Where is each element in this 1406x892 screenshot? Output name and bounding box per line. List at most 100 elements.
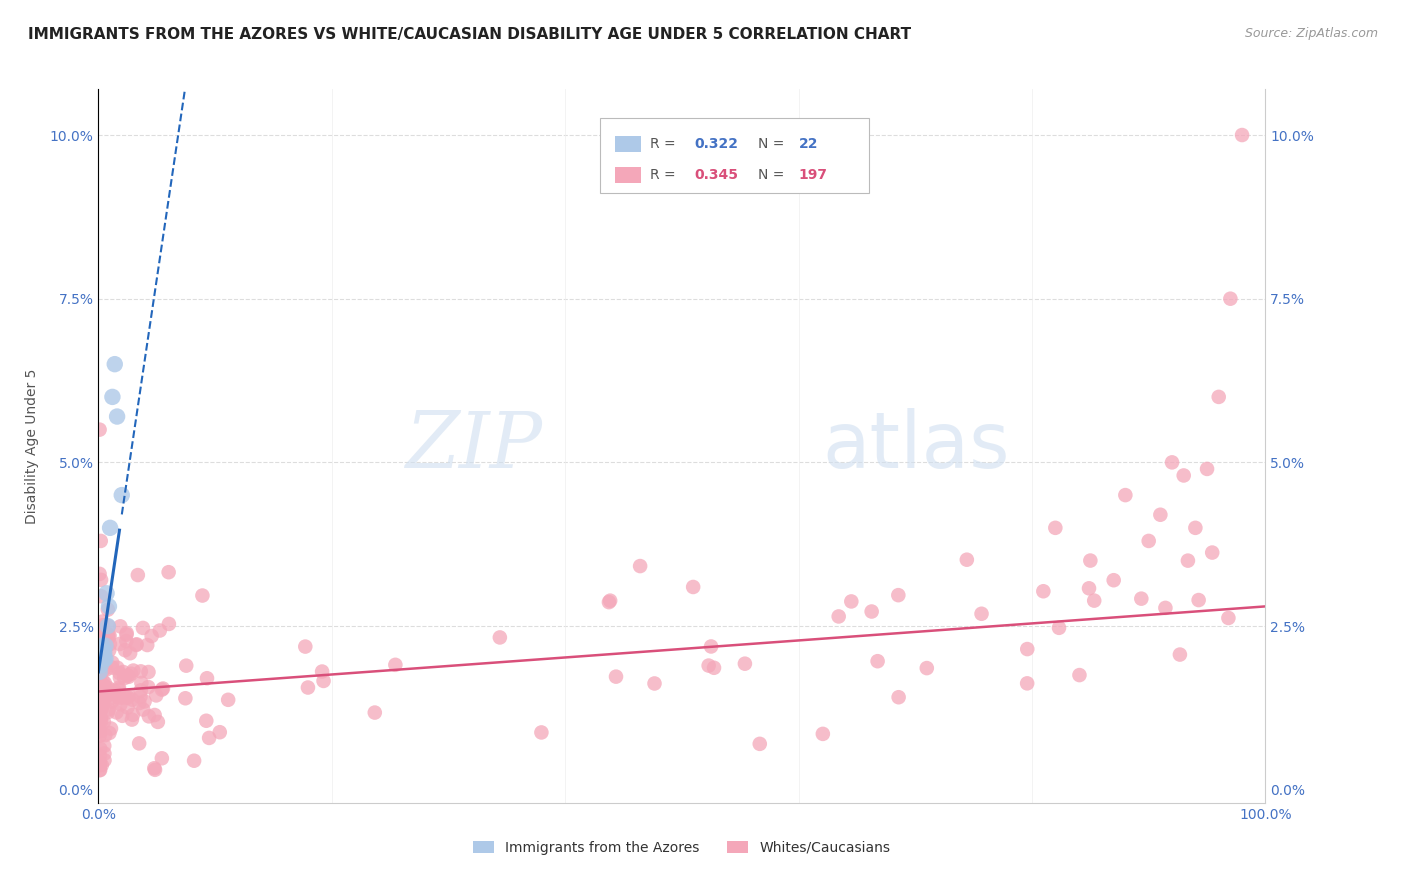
Text: 22: 22: [799, 137, 818, 151]
Point: [157, 616, 180, 631]
Point: [89, 666, 111, 681]
Point: [90, 658, 112, 673]
Text: 0.345: 0.345: [695, 168, 738, 182]
Point: [598, 595, 620, 609]
Text: 0.322: 0.322: [695, 137, 738, 151]
Point: [90, 645, 112, 659]
Point: [191, 589, 214, 603]
Point: [93, 753, 115, 767]
Point: [1173, 468, 1195, 483]
Point: [89, 623, 111, 637]
Point: [111, 488, 134, 502]
Text: ZIP: ZIP: [405, 408, 541, 484]
Point: [915, 661, 938, 675]
Point: [96, 586, 118, 600]
Point: [105, 661, 128, 675]
FancyBboxPatch shape: [616, 136, 641, 152]
Point: [90, 652, 112, 666]
Point: [141, 629, 163, 643]
Point: [311, 665, 333, 679]
Point: [91, 618, 114, 632]
Point: [89, 652, 111, 666]
Point: [129, 665, 152, 679]
Point: [134, 694, 156, 708]
Point: [136, 680, 159, 694]
Point: [91, 645, 114, 659]
Point: [811, 727, 834, 741]
Point: [90, 533, 112, 548]
Point: [1017, 642, 1039, 657]
Legend: Immigrants from the Azores, Whites/Caucasians: Immigrants from the Azores, Whites/Cauca…: [468, 835, 896, 860]
Point: [1177, 554, 1199, 568]
Point: [1154, 600, 1177, 615]
Point: [297, 681, 319, 695]
Point: [174, 691, 197, 706]
Point: [93, 645, 115, 659]
Point: [128, 696, 150, 710]
Point: [530, 725, 553, 739]
Point: [112, 671, 135, 685]
Point: [122, 707, 145, 722]
Point: [90, 699, 112, 714]
Point: [90, 758, 112, 772]
Point: [111, 708, 134, 723]
Point: [89, 665, 111, 679]
Point: [91, 652, 114, 666]
Point: [94, 639, 117, 653]
Point: [98, 726, 121, 740]
Point: [839, 594, 862, 608]
Point: [90, 701, 112, 715]
Point: [90, 690, 112, 704]
Point: [90, 695, 112, 709]
Point: [104, 357, 127, 371]
Point: [1201, 545, 1223, 559]
Point: [89, 688, 111, 702]
Point: [103, 683, 125, 698]
Point: [157, 565, 180, 579]
Point: [93, 624, 115, 638]
Point: [970, 607, 993, 621]
Point: [108, 691, 131, 706]
Point: [364, 706, 387, 720]
Point: [93, 680, 115, 694]
Point: [97, 599, 120, 614]
Point: [143, 763, 166, 777]
Point: [90, 690, 112, 704]
Point: [1078, 582, 1101, 596]
Point: [89, 650, 111, 665]
Point: [89, 630, 111, 644]
Point: [89, 636, 111, 650]
Point: [384, 657, 406, 672]
Text: N =: N =: [758, 137, 789, 151]
Point: [89, 676, 111, 690]
Point: [700, 640, 723, 654]
Text: R =: R =: [651, 168, 681, 182]
Point: [91, 642, 114, 657]
Point: [89, 707, 111, 722]
Point: [1188, 593, 1211, 607]
Point: [1080, 553, 1102, 567]
Point: [108, 666, 131, 681]
Point: [1208, 390, 1230, 404]
Point: [89, 758, 111, 772]
Point: [89, 566, 111, 581]
Point: [1184, 521, 1206, 535]
Point: [89, 666, 111, 681]
Point: [90, 640, 112, 655]
Point: [1069, 668, 1091, 682]
Point: [149, 624, 172, 638]
Point: [97, 619, 120, 633]
Point: [122, 664, 145, 678]
Point: [89, 712, 111, 726]
Point: [91, 697, 114, 711]
Point: [94, 676, 117, 690]
Point: [110, 698, 132, 712]
Point: [117, 689, 139, 703]
Point: [112, 665, 135, 679]
Point: [93, 714, 115, 729]
Point: [108, 637, 131, 651]
Point: [91, 678, 114, 692]
Point: [89, 669, 111, 683]
Point: [108, 671, 131, 685]
Point: [89, 655, 111, 669]
